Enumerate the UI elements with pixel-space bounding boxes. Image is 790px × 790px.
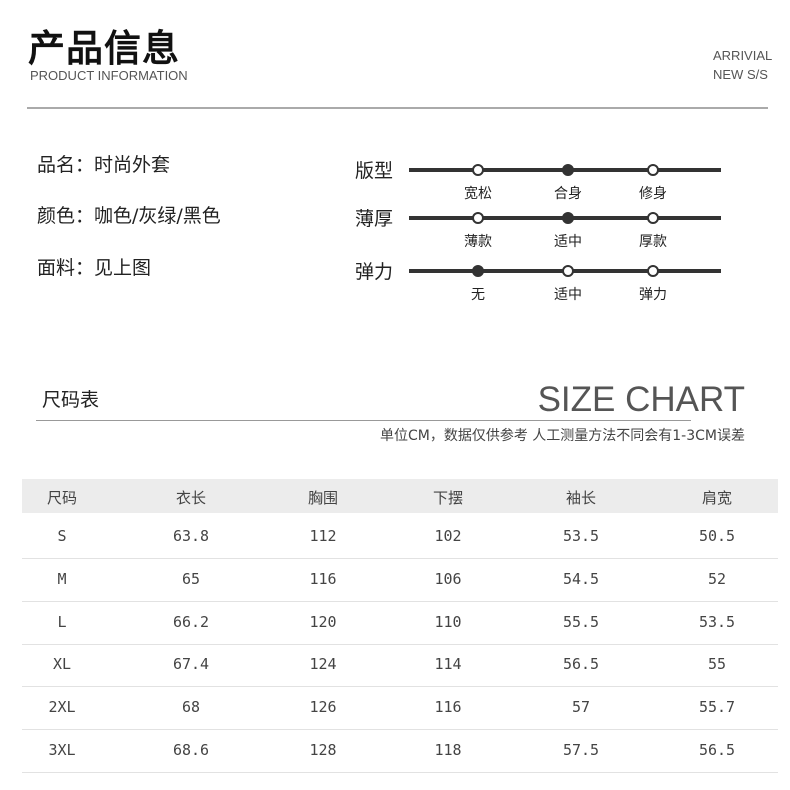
scale-dot-selected: [472, 265, 484, 277]
scale-dot: [472, 212, 484, 224]
scale-label: 版型: [355, 160, 394, 182]
table-cell: 53.5: [698, 612, 736, 631]
divider: [36, 420, 691, 421]
scale-dot-selected: [562, 164, 574, 176]
table-header: [22, 479, 778, 513]
table-cell: 63.8: [172, 527, 210, 545]
table-cell: 120: [309, 612, 337, 631]
table-cell: 128: [309, 741, 337, 759]
scale-label: 薄厚: [355, 208, 394, 230]
row-separator: [22, 729, 778, 731]
column-header: 袖长: [565, 489, 597, 507]
row-separator: [22, 643, 778, 645]
table-cell: 2XL: [48, 698, 76, 717]
table-cell: 55: [707, 655, 727, 674]
table-cell: 55.7: [698, 698, 736, 717]
scale-option: 宽松: [464, 186, 492, 202]
column-header: 肩宽: [701, 489, 733, 507]
page-title: 产品信息: [28, 27, 180, 70]
table-cell: 67.4: [172, 655, 210, 674]
table-cell: 110: [434, 612, 462, 631]
table-cell: L: [57, 612, 67, 631]
table-cell: 112: [309, 527, 337, 545]
table-cell: 52: [707, 569, 727, 588]
size-chart-note: 单位CM，数据仅供参考 人工测量方法不同会有1-3CM误差: [379, 428, 745, 444]
table-cell: 116: [309, 569, 337, 588]
scale-dot-selected: [562, 212, 574, 224]
table-cell: 126: [309, 698, 337, 717]
scale-option: 弹力: [639, 287, 667, 303]
scale-dot: [562, 265, 574, 277]
row-separator: [22, 686, 778, 688]
scale-option: 薄款: [464, 234, 492, 250]
row-separator: [22, 772, 778, 773]
scale-option: 修身: [639, 186, 667, 202]
scale-option: 适中: [554, 287, 582, 303]
table-cell: 57.5: [562, 741, 600, 759]
scale-dot: [647, 212, 659, 224]
table-cell: 56.5: [562, 655, 600, 674]
table-cell: M: [57, 569, 67, 588]
column-header: 胸围: [307, 489, 339, 507]
scale-dot: [647, 164, 659, 176]
column-header: 尺码: [46, 489, 78, 507]
table-cell: XL: [52, 655, 72, 674]
size-chart-title-en: SIZE CHART: [537, 380, 745, 419]
info-fabric: 面料：见上图: [37, 257, 152, 279]
table-cell: 114: [434, 655, 462, 674]
row-separator: [22, 600, 778, 602]
table-cell: 124: [309, 655, 337, 674]
info-color: 颜色：咖色/灰绿/黑色: [37, 205, 221, 227]
column-header: 下摆: [432, 489, 464, 507]
table-cell: 65: [181, 569, 201, 588]
table-cell: 54.5: [562, 569, 600, 588]
table-cell: 50.5: [698, 527, 736, 545]
scale-dot: [472, 164, 484, 176]
page-subtitle: PRODUCT INFORMATION: [30, 68, 188, 83]
scale-label: 弹力: [355, 261, 394, 283]
size-chart-title: 尺码表: [42, 389, 100, 411]
scale-option: 无: [471, 287, 485, 303]
table-cell: 68: [181, 698, 201, 717]
table-cell: 102: [434, 527, 462, 545]
table-cell: S: [57, 527, 67, 545]
scale-option: 适中: [554, 234, 582, 250]
table-cell: 3XL: [48, 741, 76, 759]
table-cell: 53.5: [562, 527, 600, 545]
table-cell: 55.5: [562, 612, 600, 631]
divider: [27, 107, 768, 109]
table-cell: 57: [571, 698, 591, 717]
table-cell: 56.5: [698, 741, 736, 759]
scale-option: 合身: [554, 186, 582, 202]
scale-option: 厚款: [639, 234, 667, 250]
column-header: 衣长: [175, 489, 207, 507]
table-cell: 68.6: [172, 741, 210, 759]
info-name: 品名：时尚外套: [37, 154, 171, 176]
row-separator: [22, 558, 778, 559]
season-label: NEW S/S: [713, 67, 768, 82]
table-cell: 66.2: [172, 612, 210, 631]
arrival-label: ARRIVIAL: [713, 48, 773, 63]
table-cell: 106: [434, 569, 462, 588]
scale-dot: [647, 265, 659, 277]
table-cell: 116: [434, 698, 462, 717]
table-cell: 118: [434, 741, 462, 759]
